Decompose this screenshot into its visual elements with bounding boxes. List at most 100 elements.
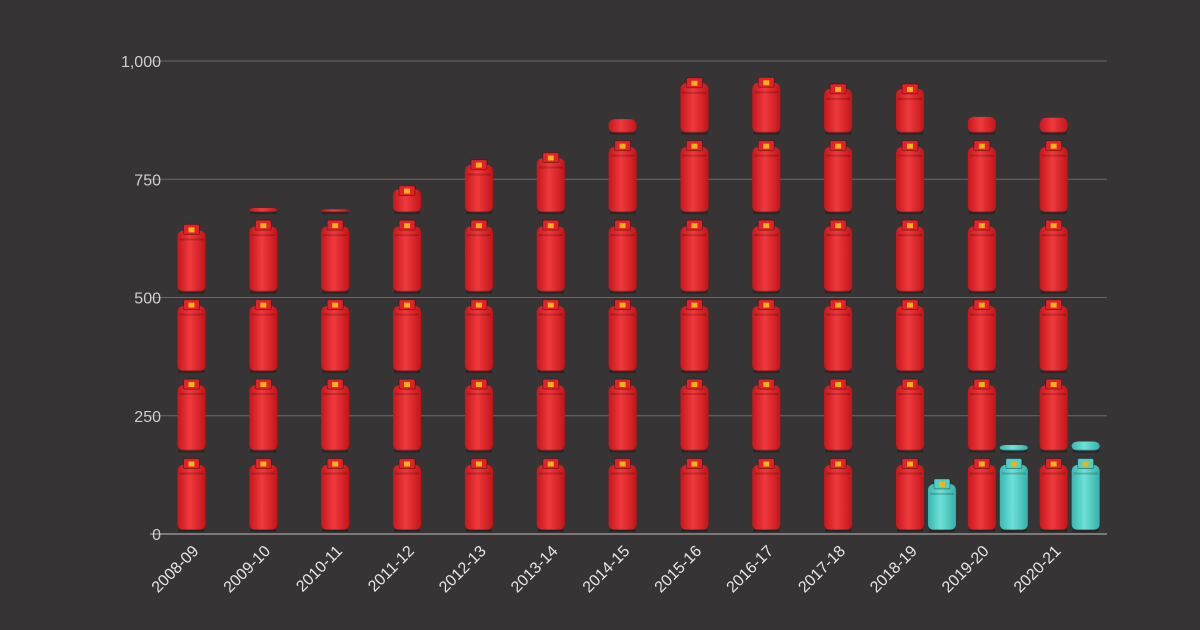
cylinder-icon [999, 458, 1028, 532]
bar-2016-17-s1 [752, 76, 781, 532]
cylinder-icon [895, 299, 924, 374]
x-tick-label: 2018-19 [867, 543, 921, 597]
cylinder-icon [393, 219, 422, 294]
x-tick-label: 2014-15 [580, 543, 634, 597]
cylinder-icon [680, 378, 709, 453]
cylinder-icon [752, 76, 781, 135]
cylinder-icon [824, 219, 853, 294]
cylinder-icon [680, 219, 709, 294]
cylinder-icon [895, 140, 924, 215]
cylinder-icon [824, 378, 853, 453]
cylinder-icon [824, 299, 853, 374]
cylinder-icon [393, 458, 422, 532]
cylinder-icon [999, 444, 1028, 453]
x-tick-label: 2013-14 [508, 543, 562, 597]
cylinder-icon [895, 378, 924, 453]
cylinder-icon [1039, 140, 1068, 215]
cylinder-icon [1071, 441, 1100, 453]
cylinder-icon [967, 378, 996, 453]
x-tick-label: 2012-13 [436, 543, 490, 597]
cylinder-icon [752, 219, 781, 294]
bar-2013-14-s1 [536, 152, 565, 532]
cylinder-icon [967, 299, 996, 374]
x-tick-label: 2017-18 [795, 543, 849, 597]
bar-2009-10-s1 [249, 207, 278, 532]
x-tick-label: 2011-12 [365, 543, 418, 596]
cylinder-icon [752, 299, 781, 374]
x-tick-label: 2020-21 [1011, 543, 1065, 597]
cylinder-icon [608, 119, 637, 135]
cylinder-icon [1039, 219, 1068, 294]
bar-2020-21-s1 [1039, 117, 1068, 532]
cylinder-icon [680, 140, 709, 215]
cylinder-icon [464, 299, 493, 374]
cylinder-icon [752, 378, 781, 453]
y-tick-label: 250 [134, 409, 161, 426]
cylinder-icon [464, 159, 493, 215]
bar-2015-16-s1 [680, 77, 709, 532]
cylinder-icon [249, 219, 278, 294]
cylinder-icon [967, 140, 996, 215]
cylinder-icon [393, 299, 422, 374]
bar-2008-09-s1 [177, 223, 206, 532]
cylinder-icon [608, 299, 637, 374]
cylinder-icon [249, 299, 278, 374]
cylinder-icon [536, 152, 565, 215]
cylinder-icon [393, 378, 422, 453]
cylinder-icon [967, 219, 996, 294]
x-axis: 2008-09 2009-10 2010-11 2011-12 2012-13 2013-… [149, 543, 1065, 597]
cylinder-icon [967, 458, 996, 532]
x-tick-label: 2008-09 [149, 543, 203, 597]
y-axis: 0 250 500 750 1,000 [121, 54, 161, 544]
bar-2018-19-s2 [927, 478, 956, 532]
cylinder-icon [249, 378, 278, 453]
cylinder-icon [321, 209, 350, 215]
bar-2011-12-s1 [393, 185, 422, 532]
cylinder-icon [824, 140, 853, 215]
cylinder-icon [321, 219, 350, 294]
cylinder-icon [895, 458, 924, 532]
cylinder-icon [536, 378, 565, 453]
cylinder-icon [1039, 458, 1068, 532]
cylinder-icon [1039, 378, 1068, 453]
cylinder-icon [824, 458, 853, 532]
cylinder-icon [608, 378, 637, 453]
cylinder-icon [536, 299, 565, 374]
cylinder-icon [177, 378, 206, 453]
cylinder-icon [321, 378, 350, 453]
cylinder-icon [249, 458, 278, 532]
y-tick-label: 750 [134, 172, 161, 189]
bar-2019-20-s1 [967, 116, 996, 532]
cylinder-icon [927, 478, 956, 532]
cylinder-icon [680, 458, 709, 532]
y-tick-label: 1,000 [121, 54, 161, 71]
cylinder-icon [321, 299, 350, 374]
bar-2017-18-s1 [824, 83, 853, 532]
cylinder-icon [752, 458, 781, 532]
cylinder-icon [177, 299, 206, 374]
y-tick-label: 0 [152, 527, 161, 544]
cylinder-icon [680, 77, 709, 135]
bar-2019-20-s2 [999, 444, 1028, 532]
cylinder-icon [536, 219, 565, 294]
cylinder-icon [393, 185, 422, 215]
bar-2010-11-s1 [321, 209, 350, 532]
cylinder-icon [680, 299, 709, 374]
cylinder-icon [177, 458, 206, 532]
cylinder-icon [321, 458, 350, 532]
bar-2014-15-s1 [608, 119, 637, 532]
cylinder-icon [464, 458, 493, 532]
x-tick-label: 2015-16 [652, 543, 706, 597]
cylinder-icon [967, 116, 996, 135]
x-tick-label: 2019-20 [939, 543, 993, 597]
cylinder-icon [608, 140, 637, 215]
bar-2012-13-s1 [464, 159, 493, 532]
cylinder-icon [1039, 117, 1068, 135]
x-tick-label: 2016-17 [724, 543, 778, 597]
x-tick-label: 2010-11 [293, 543, 346, 596]
y-tick-label: 500 [134, 291, 161, 308]
bars [177, 76, 1100, 532]
cylinder-icon [824, 83, 853, 135]
cylinder-icon [464, 378, 493, 453]
